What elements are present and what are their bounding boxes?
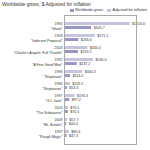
svg-text:$57.7: $57.7: [70, 118, 79, 122]
svg-text:$1220.0: $1220.0: [132, 22, 145, 26]
svg-text:1992"A Few Good Men": 1992"A Few Good Men": [32, 58, 63, 66]
svg-text:$259.2: $259.2: [80, 50, 91, 54]
svg-text:$266.6: $266.6: [81, 38, 92, 42]
svg-text:$193.3: $193.3: [77, 94, 88, 98]
svg-text:$237.2: $237.2: [79, 62, 90, 66]
html-text:Adjusted for inflation: Adjusted for inflation: [112, 8, 147, 12]
html-text:Worldwide gross: Worldwide gross: [75, 8, 104, 12]
svg-text:$53.3: $53.3: [69, 86, 78, 90]
svg-text:$70.5: $70.5: [70, 110, 79, 114]
svg-text:2003"Charlie's Angels: Full Th: 2003"Charlie's Angels: Full Throttle": [13, 46, 63, 54]
svg-text:$505.7: $505.7: [94, 26, 105, 30]
svg-text:$40.4: $40.4: [69, 122, 78, 126]
svg-text:$89.4: $89.4: [71, 130, 80, 134]
svg-text:1997"G.I. Jane": 1997"G.I. Jane": [45, 94, 63, 102]
svg-text:$114.0: $114.0: [73, 74, 84, 78]
svg-text:2024"The Substance": 2024"The Substance": [36, 106, 63, 114]
svg-text:2009"Mr. Brooks": 2009"Mr. Brooks": [43, 118, 63, 126]
svg-text:$434.0: $434.0: [90, 46, 101, 50]
svg-text:1996"Stripteaser": 1996"Stripteaser": [43, 82, 64, 90]
svg-text:1996"Striptease": 1996"Striptease": [44, 70, 63, 78]
svg-text:$340.3: $340.3: [85, 70, 96, 74]
svg-text:$97.2: $97.2: [72, 98, 81, 102]
svg-text:$540.0: $540.0: [96, 58, 107, 62]
svg-text:$47.3: $47.3: [69, 134, 78, 138]
svg-text:1990"Ghost": 1990"Ghost": [50, 22, 63, 30]
html-text:Worldwide gross, $ Adjusted fo: Worldwide gross, $ Adjusted for inflatio…: [2, 1, 91, 7]
svg-text:$109.2: $109.2: [72, 82, 83, 86]
svg-text:1997"Rough Magic": 1997"Rough Magic": [39, 130, 63, 138]
svg-text:$70.5: $70.5: [70, 106, 79, 110]
svg-text:$571.1: $571.1: [97, 34, 108, 38]
svg-text:1993"Indecent Proposal": 1993"Indecent Proposal": [31, 34, 63, 42]
